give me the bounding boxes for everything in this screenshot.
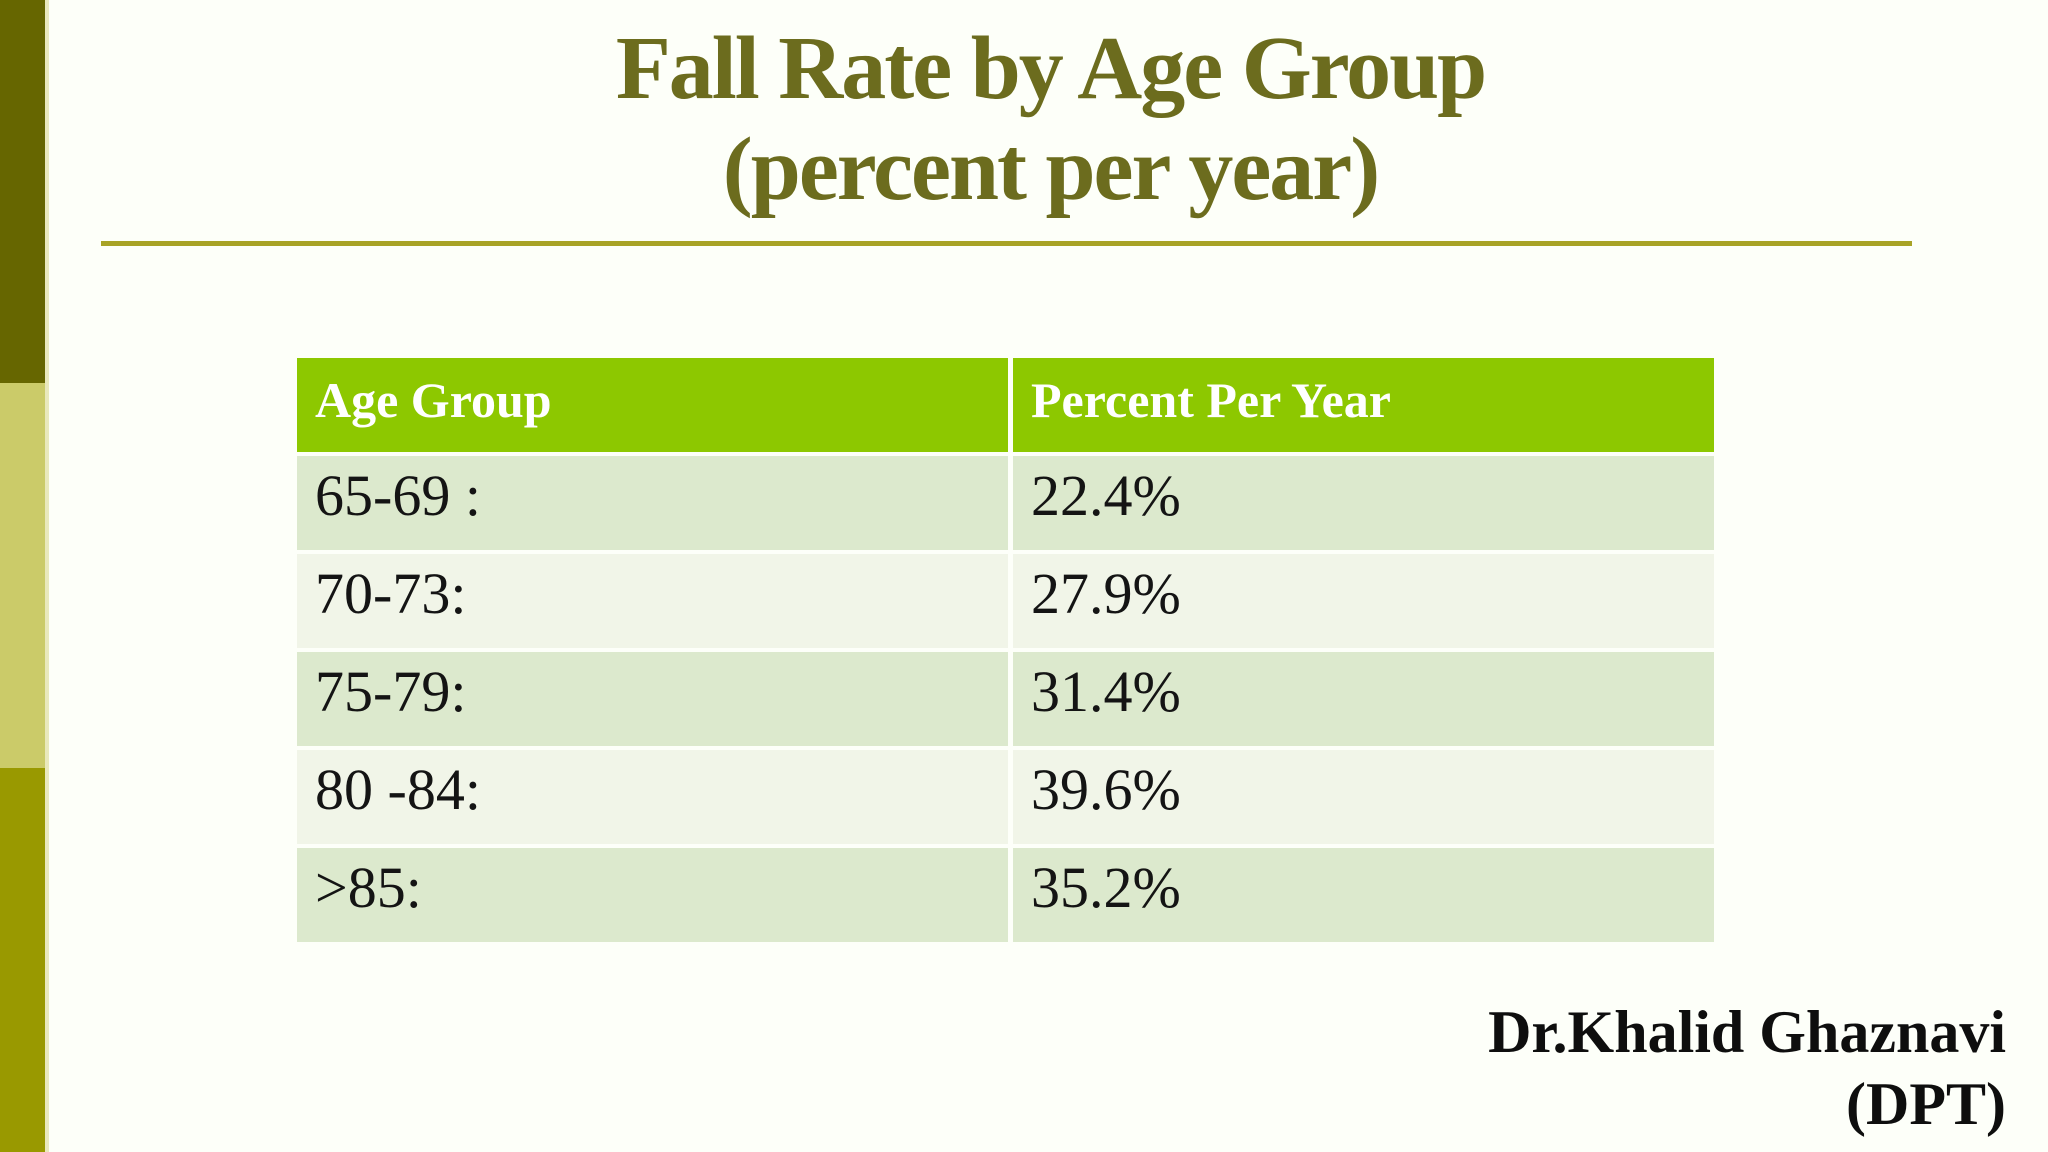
author-credit-line-1: Dr.Khalid Ghaznavi <box>1488 999 2006 1065</box>
slide-title: Fall Rate by Age Group (percent per year) <box>53 18 2048 220</box>
table-cell-percent-4: 35.2% <box>1013 848 1714 942</box>
table-cell-age-4: >85: <box>297 848 1008 942</box>
table-cell-percent-0: 22.4% <box>1013 456 1714 550</box>
author-credit: Dr.Khalid Ghaznavi (DPT) <box>1488 996 2006 1140</box>
slide-title-line-2: (percent per year) <box>722 120 1380 219</box>
table-header-percent-per-year: Percent Per Year <box>1013 358 1714 452</box>
table-cell-percent-3: 39.6% <box>1013 750 1714 844</box>
table-cell-age-3: 80 -84: <box>297 750 1008 844</box>
slide-title-line-1: Fall Rate by Age Group <box>615 19 1487 118</box>
table-cell-age-0: 65-69 : <box>297 456 1008 550</box>
title-underline-rule <box>101 241 1912 246</box>
table-header-age-group: Age Group <box>297 358 1008 452</box>
accent-bar-segment-olive <box>0 768 49 1152</box>
accent-bar-segment-dark-olive <box>0 0 49 383</box>
table-cell-age-2: 75-79: <box>297 652 1008 746</box>
author-credit-line-2: (DPT) <box>1846 1071 2006 1137</box>
fall-rate-table: Age Group Percent Per Year 65-69 : 22.4%… <box>297 358 1714 942</box>
left-accent-bar <box>0 0 53 1152</box>
table-cell-percent-2: 31.4% <box>1013 652 1714 746</box>
table-cell-age-1: 70-73: <box>297 554 1008 648</box>
accent-bar-segment-light-green <box>0 383 49 768</box>
table-cell-percent-1: 27.9% <box>1013 554 1714 648</box>
